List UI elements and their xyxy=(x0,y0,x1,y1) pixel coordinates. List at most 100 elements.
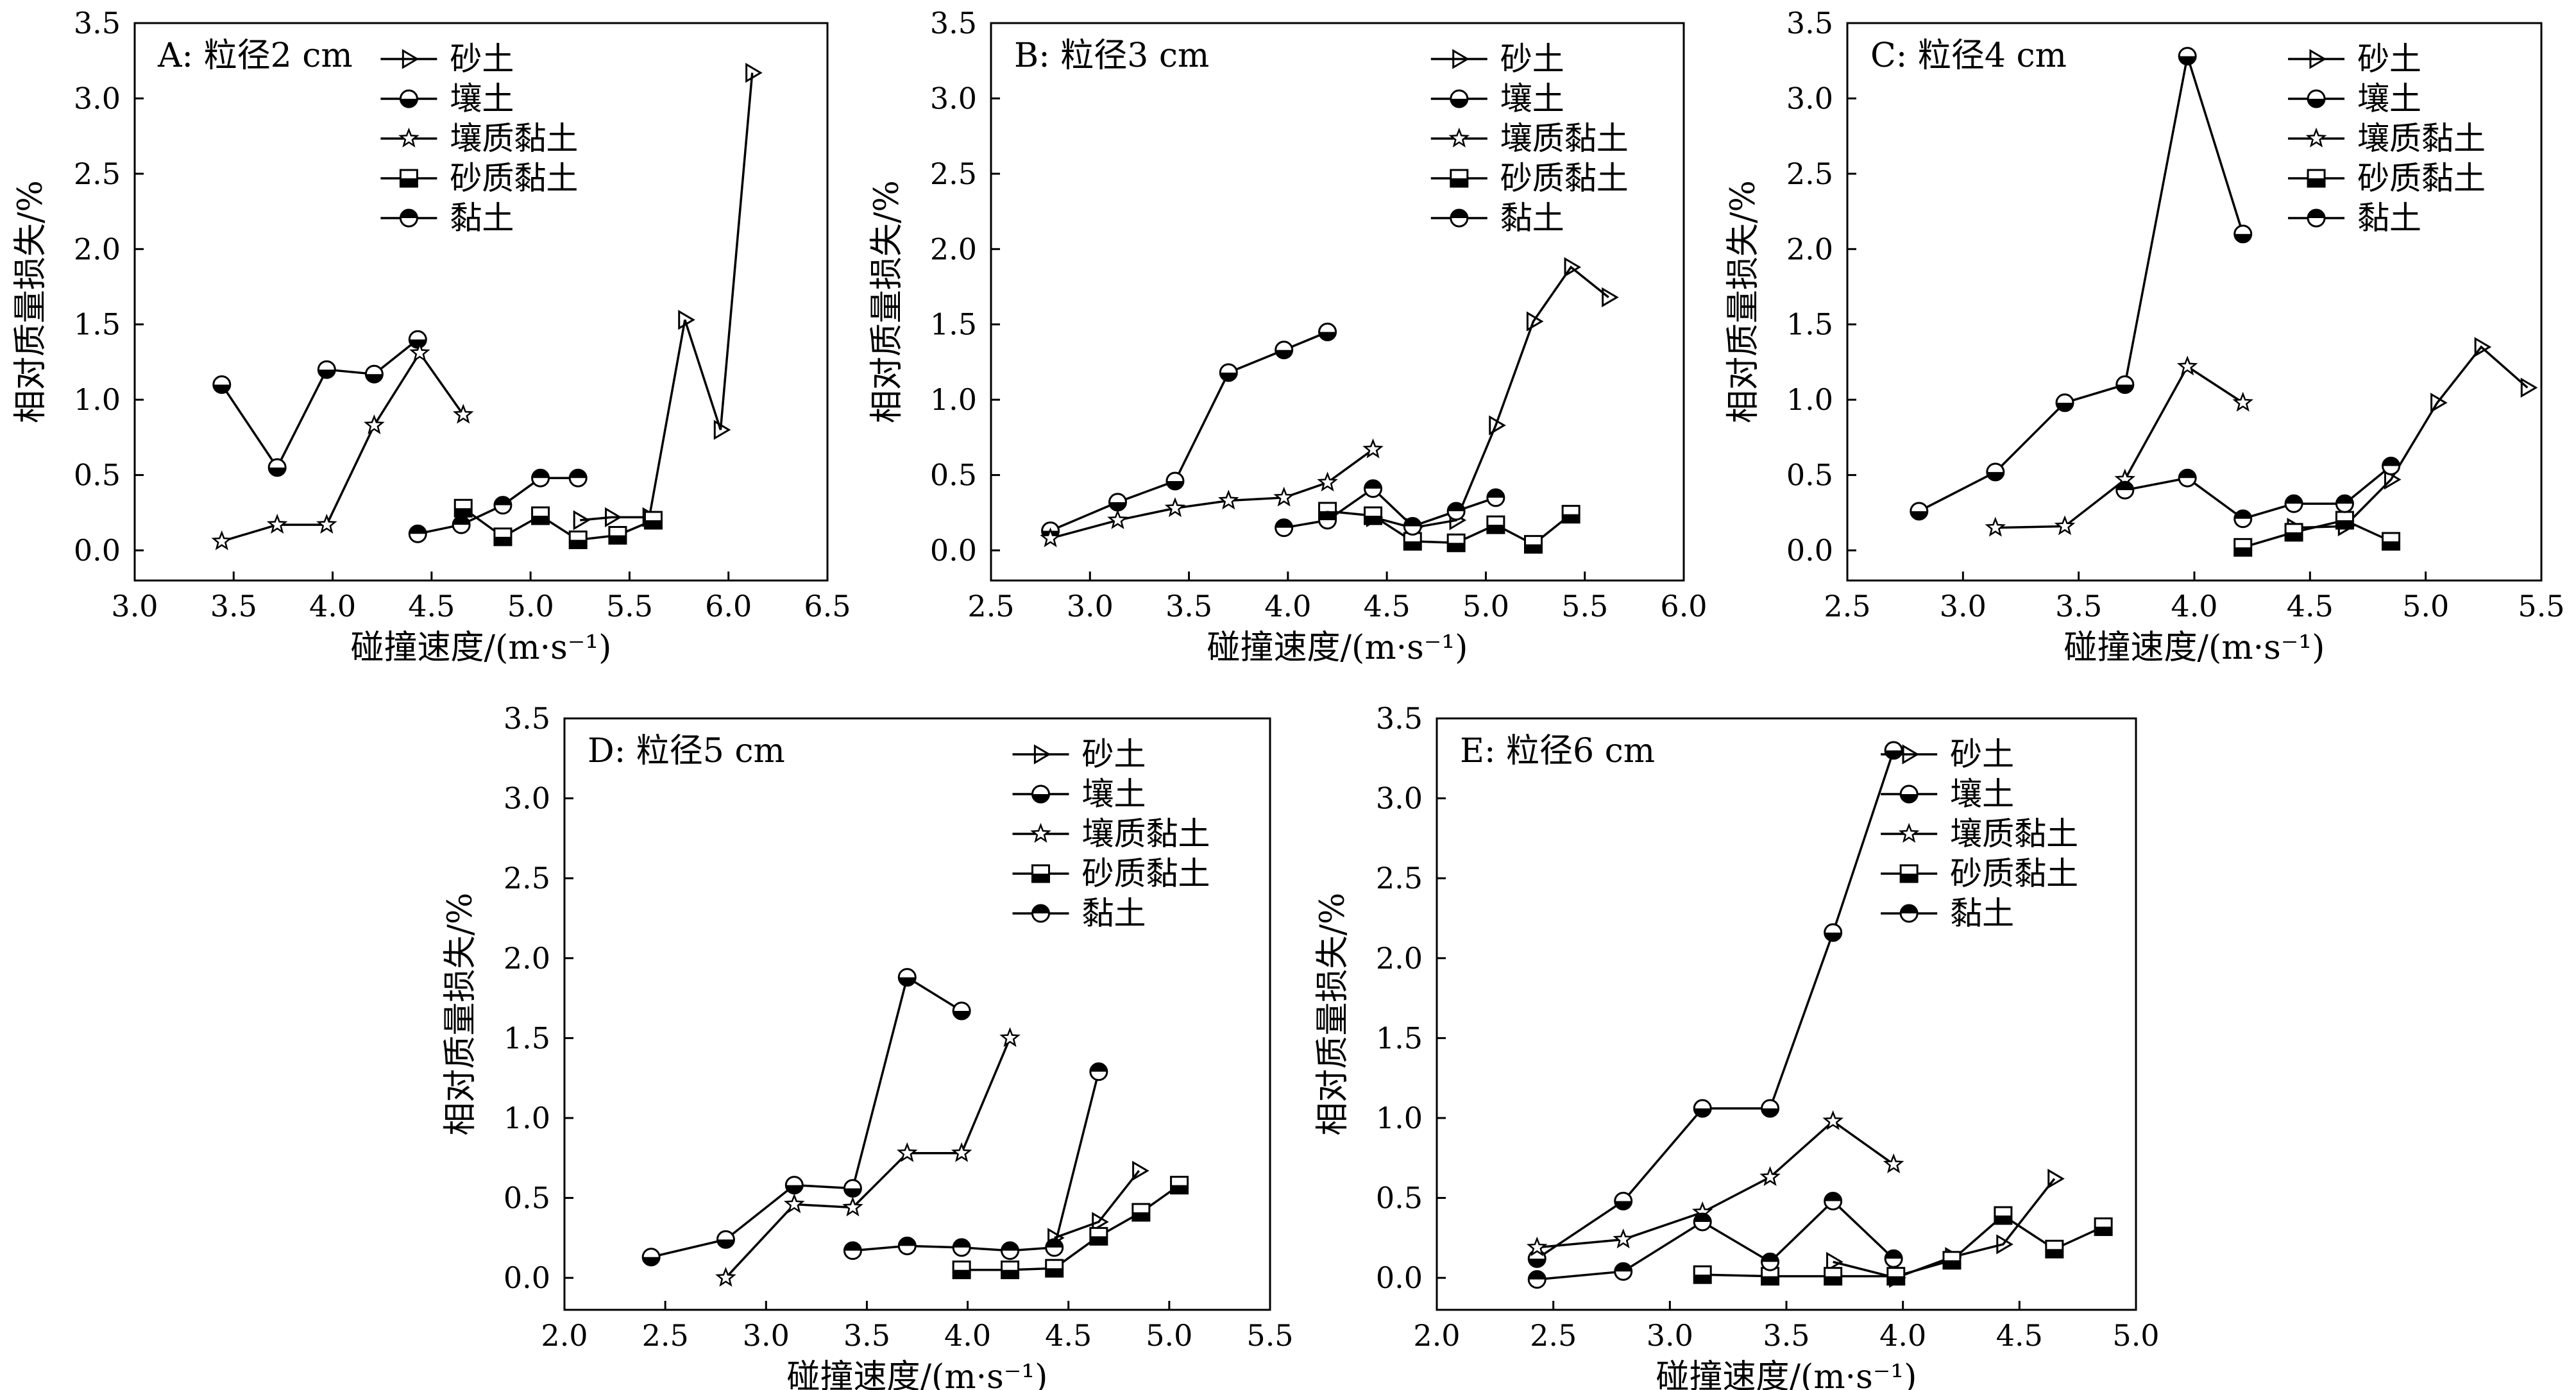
y-tick-label: 2.5 xyxy=(1376,861,1423,895)
data-point xyxy=(1910,502,1929,521)
x-tick-label: 4.5 xyxy=(408,589,455,623)
data-point xyxy=(952,1001,971,1021)
panel-2: 2.5 3.0 3.5 4.0 4.5 5.0 5.5 6.0 0.0 0.5 1.0 1.5 2.0 2… xyxy=(868,6,1707,667)
y-tick-label: 1.0 xyxy=(1376,1101,1423,1135)
x-tick-label: 4.0 xyxy=(2171,589,2217,623)
data-point xyxy=(1364,506,1383,525)
y-tick-label: 0.5 xyxy=(74,458,121,493)
data-point xyxy=(1040,527,1061,548)
data-point xyxy=(1822,1110,1843,1130)
legend-marker xyxy=(2309,49,2327,69)
data-point xyxy=(1996,1234,2013,1255)
plot-frame xyxy=(1846,22,2543,582)
series-line xyxy=(1536,750,1895,1260)
series-3 xyxy=(1040,438,1384,548)
data-point xyxy=(1602,287,1619,308)
x-tick-label: 4.0 xyxy=(1879,1318,1926,1353)
y-tick-label: 2.0 xyxy=(930,232,977,266)
x-tick-label: 3.5 xyxy=(210,589,257,623)
series-5 xyxy=(2115,457,2401,529)
panel-4: 2.0 2.5 3.0 3.5 4.0 4.5 5.0 5.5 0.0 0.5 1.0 1.5 2.0 2… xyxy=(441,701,1294,1390)
y-tick-label: 2.0 xyxy=(504,941,550,976)
legend-label: 砂质黏土 xyxy=(450,160,578,197)
y-tick-label: 3.0 xyxy=(504,781,550,816)
panel-title: C: 粒径4 cm xyxy=(1870,37,2067,75)
legend-label: 壤质黏土 xyxy=(450,120,578,157)
data-point xyxy=(1526,1236,1548,1257)
data-point xyxy=(1275,518,1294,538)
data-point xyxy=(2382,532,2401,551)
legend-marker xyxy=(1030,822,1051,843)
data-point xyxy=(452,515,471,534)
data-point xyxy=(1824,1192,1843,1211)
data-point xyxy=(1527,1249,1546,1268)
data-point xyxy=(1883,1153,1904,1174)
data-point xyxy=(951,1142,972,1162)
series-1 xyxy=(573,62,763,530)
data-point xyxy=(2115,480,2135,500)
data-point xyxy=(1886,1267,1906,1286)
x-tick-label: 4.0 xyxy=(309,589,356,623)
y-tick-label: 3.0 xyxy=(74,81,121,115)
y-tick-label: 0.0 xyxy=(1376,1260,1423,1295)
legend-marker xyxy=(1448,127,1470,148)
data-point xyxy=(1164,497,1186,518)
plot-frame xyxy=(133,22,829,582)
data-point xyxy=(1001,1241,1020,1260)
data-point xyxy=(1986,462,2005,482)
legend-marker xyxy=(1450,208,1469,228)
legend-label: 砂质黏土 xyxy=(2357,160,2486,197)
data-point xyxy=(1523,535,1543,554)
series-3 xyxy=(715,1027,1021,1287)
data-point xyxy=(1001,1260,1020,1280)
data-point xyxy=(643,511,663,530)
data-point xyxy=(678,310,695,330)
data-point xyxy=(1824,1267,1843,1286)
x-tick-label: 2.0 xyxy=(1413,1318,1460,1353)
data-point xyxy=(531,468,550,487)
data-point xyxy=(1527,1270,1546,1289)
series-line xyxy=(2124,465,2392,520)
series-2 xyxy=(1910,47,2253,521)
data-point xyxy=(1614,1262,1633,1281)
x-tick-label: 4.5 xyxy=(1045,1318,1092,1353)
data-point xyxy=(2335,494,2354,513)
x-tick-label: 4.5 xyxy=(1996,1318,2043,1353)
data-point xyxy=(1824,923,1843,942)
y-tick-label: 3.0 xyxy=(1376,781,1423,816)
data-point xyxy=(1693,1265,1712,1284)
series-2 xyxy=(641,968,971,1267)
data-point xyxy=(1486,515,1505,534)
y-tick-label: 0.0 xyxy=(504,1260,550,1295)
data-point xyxy=(783,1193,805,1214)
legend-marker xyxy=(399,169,418,188)
data-point xyxy=(1884,1249,1903,1268)
data-point xyxy=(364,414,385,434)
data-point xyxy=(745,62,763,83)
x-tick-label: 4.0 xyxy=(944,1318,991,1353)
y-tick-label: 1.5 xyxy=(504,1021,550,1055)
x-tick-label: 3.0 xyxy=(1940,589,1987,623)
y-tick-label: 3.5 xyxy=(1786,6,1833,40)
x-axis-title: 碰撞速度/(m·s⁻¹) xyxy=(1207,629,1468,667)
x-tick-label: 5.0 xyxy=(507,589,554,623)
data-point xyxy=(1761,1099,1780,1118)
data-point xyxy=(1526,311,1544,332)
x-axis-title: 碰撞速度/(m·s⁻¹) xyxy=(787,1358,1048,1390)
data-point xyxy=(1759,1166,1781,1187)
data-point xyxy=(1131,1203,1151,1222)
data-point xyxy=(1275,341,1294,360)
legend-marker xyxy=(2305,127,2327,148)
x-axis-title: 碰撞速度/(m·s⁻¹) xyxy=(2064,629,2325,667)
y-tick-label: 1.0 xyxy=(930,382,977,417)
legend-marker xyxy=(1899,864,1919,883)
panel-5: 2.0 2.5 3.0 3.5 4.0 4.5 5.0 0.0 0.5 1.0 1.5 2.0 2.5 3… xyxy=(1314,701,2160,1390)
data-point xyxy=(1561,505,1580,524)
y-axis-title: 相对质量损失/% xyxy=(441,893,480,1136)
y-tick-label: 2.5 xyxy=(504,861,550,895)
y-tick-label: 3.0 xyxy=(1786,81,1833,115)
data-point xyxy=(1170,1176,1189,1195)
data-point xyxy=(1132,1160,1149,1181)
x-axis-title: 碰撞速度/(m·s⁻¹) xyxy=(351,629,612,667)
